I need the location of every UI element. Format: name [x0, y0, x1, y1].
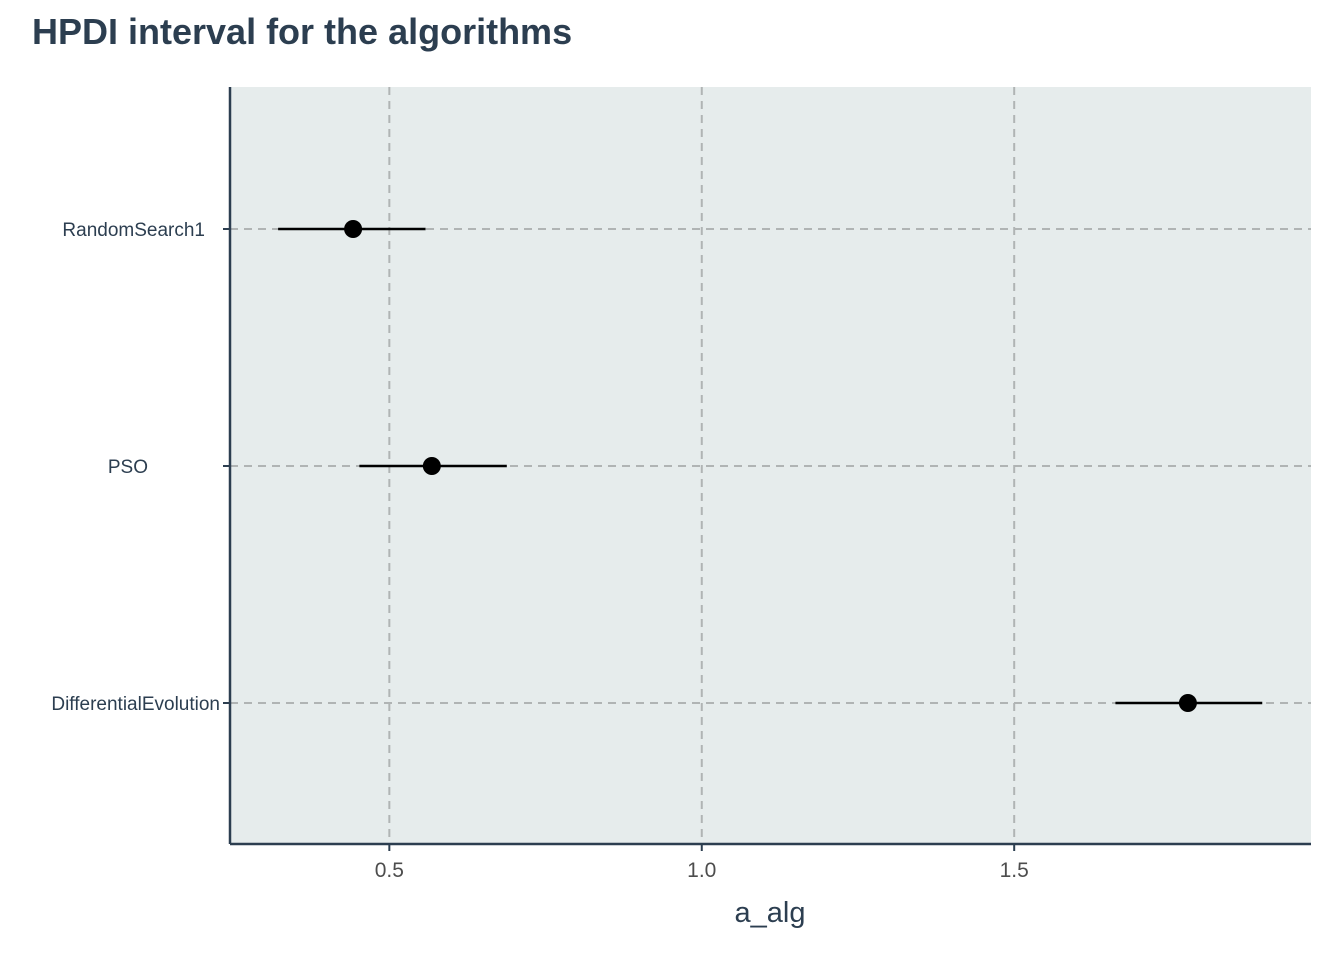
point-1 — [422, 457, 441, 475]
point-2 — [1178, 694, 1197, 712]
data-marks — [278, 220, 1263, 712]
y-tick-label-2: DifferentialEvolution — [51, 694, 220, 715]
x-tick-label-1: 1.0 — [687, 859, 716, 882]
point-0 — [344, 220, 363, 238]
tick-labels: RandomSearch1 PSO DifferentialEvolution 0.5… — [51, 220, 1028, 882]
x-tick-label-0: 0.5 — [375, 859, 404, 882]
x-axis-label: a_alg — [735, 897, 806, 929]
y-tick-label-1: PSO — [108, 457, 148, 478]
x-tick-label-2: 1.5 — [1000, 859, 1029, 882]
y-tick-label-0: RandomSearch1 — [62, 220, 205, 241]
axes — [223, 87, 1311, 851]
chart-title: HPDI interval for the algorithms — [32, 11, 572, 52]
